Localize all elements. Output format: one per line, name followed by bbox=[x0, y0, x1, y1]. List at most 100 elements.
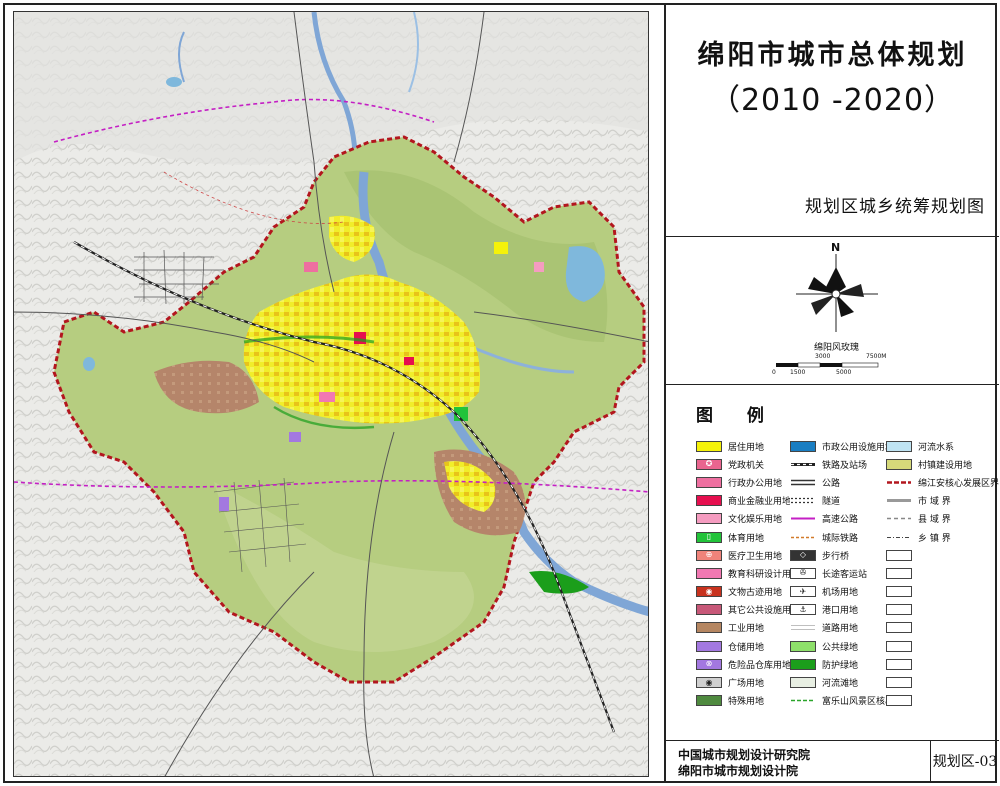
legend-item: 工业用地 bbox=[696, 619, 800, 637]
legend-item: 城际铁路 bbox=[790, 528, 912, 546]
legend-label: 港口用地 bbox=[822, 606, 859, 617]
planning-map[interactable] bbox=[13, 11, 649, 777]
legend-item: 乡 镇 界 bbox=[886, 528, 999, 546]
legend-label: 道路用地 bbox=[822, 624, 859, 635]
legend-item: 行政办公用地 bbox=[696, 473, 800, 491]
legend-item: 绵江安核心发展区界 bbox=[886, 473, 999, 491]
legend-label: 教育科研设计用地 bbox=[728, 569, 801, 580]
wind-rose-block: N 绵阳风玫瑰 0 1500 3000 5000 750 bbox=[666, 237, 999, 385]
legend-item: 仓储用地 bbox=[696, 637, 800, 655]
legend-label: 文化娱乐用地 bbox=[728, 515, 783, 526]
map-sheet: 绵阳市城市总体规划 （2010 -2020） 规划区城乡统筹规划图 N 绵阳风玫… bbox=[3, 3, 999, 783]
legend-item: 特殊用地 bbox=[696, 692, 800, 710]
legend-label: 工业用地 bbox=[728, 624, 765, 635]
legend-item: ⚓ 港口用地 bbox=[790, 601, 912, 619]
road-land-icon bbox=[790, 622, 816, 634]
info-panel: 绵阳市城市总体规划 （2010 -2020） 规划区城乡统筹规划图 N 绵阳风玫… bbox=[664, 5, 999, 781]
legend-item: 公共绿地 bbox=[790, 637, 912, 655]
empty-swatch bbox=[886, 586, 912, 598]
color-swatch bbox=[790, 677, 816, 689]
legend-column-2: 市政公用设施用地 铁路及站场 公路 隧道 高速公路 城际铁路 ◇ 步行桥 ✇ 长途客运站 ✈ 机场用地… bbox=[790, 437, 912, 710]
plan-title: 绵阳市城市总体规划 bbox=[697, 40, 968, 71]
legend-empty-slot bbox=[886, 655, 999, 673]
north-label: N bbox=[831, 241, 841, 254]
wind-rose-icon bbox=[796, 254, 878, 332]
legend-label: 城际铁路 bbox=[822, 533, 859, 544]
legend-label: 步行桥 bbox=[822, 551, 850, 562]
legend-label: 绵江安核心发展区界 bbox=[918, 478, 1000, 489]
legend-empty-slot bbox=[886, 564, 999, 582]
tunnel-icon bbox=[790, 495, 816, 507]
sheet-number: 规划区-03 bbox=[930, 741, 999, 781]
railway-icon bbox=[790, 458, 816, 470]
port-icon: ⚓ bbox=[790, 604, 816, 616]
legend-empty-slot bbox=[886, 583, 999, 601]
empty-swatch bbox=[886, 567, 912, 579]
legend-label: 商业金融业用地 bbox=[728, 497, 792, 508]
expressway-icon bbox=[790, 513, 816, 525]
legend-item: ◉ 广场用地 bbox=[696, 673, 800, 691]
legend-column-1: 居住用地 ✪ 党政机关 行政办公用地 商业金融业用地 文化娱乐用地 ▯ 体育用地 ⊕ 医疗卫生用地… bbox=[696, 437, 800, 710]
legend-item: ⊕ 医疗卫生用地 bbox=[696, 546, 800, 564]
southwest-grid bbox=[213, 477, 307, 573]
star-circle-icon: ✪ bbox=[696, 458, 722, 470]
legend-label: 文物古迹用地 bbox=[728, 588, 783, 599]
township-boundary-icon bbox=[886, 531, 912, 543]
legend-label: 乡 镇 界 bbox=[918, 533, 951, 544]
legend-label: 河流滩地 bbox=[822, 679, 859, 690]
core-boundary-icon bbox=[886, 476, 912, 488]
organization-1: 中国城市规划设计研究院 bbox=[678, 748, 811, 762]
wind-rose-label: 绵阳风玫瑰 bbox=[814, 343, 860, 353]
color-swatch bbox=[696, 476, 722, 488]
legend-item: 教育科研设计用地 bbox=[696, 564, 800, 582]
organization-2: 绵阳市城市规划设计院 bbox=[678, 764, 799, 778]
legend-item: ✪ 党政机关 bbox=[696, 455, 800, 473]
empty-swatch bbox=[886, 640, 912, 652]
scenic-boundary-icon bbox=[790, 695, 816, 707]
heritage-icon: ◉ bbox=[696, 586, 722, 598]
legend-item: 其它公共设施用地 bbox=[696, 601, 800, 619]
title-block: 绵阳市城市总体规划 （2010 -2020） 规划区城乡统筹规划图 bbox=[666, 5, 999, 237]
empty-swatch bbox=[886, 695, 912, 707]
legend-label: 高速公路 bbox=[822, 515, 859, 526]
color-swatch bbox=[696, 604, 722, 616]
city-boundary-icon bbox=[886, 495, 912, 507]
legend-label: 公路 bbox=[822, 478, 841, 489]
color-swatch bbox=[696, 440, 722, 452]
legend-item: ✈ 机场用地 bbox=[790, 583, 912, 601]
scale-bar bbox=[776, 362, 879, 368]
legend-item: 市 域 界 bbox=[886, 492, 999, 510]
color-swatch bbox=[886, 440, 912, 452]
legend-label: 广场用地 bbox=[728, 679, 765, 690]
legend-label: 其它公共设施用地 bbox=[728, 606, 801, 617]
scale-label-5000: 5000 bbox=[836, 369, 852, 376]
airport-icon: ✈ bbox=[790, 586, 816, 598]
stadium-icon: ▯ bbox=[696, 531, 722, 543]
legend-empty-slot bbox=[886, 692, 999, 710]
legend-title: 图 例 bbox=[696, 406, 778, 426]
legend-label: 隧道 bbox=[822, 497, 841, 508]
legend-label: 行政办公用地 bbox=[728, 478, 783, 489]
empty-swatch bbox=[886, 677, 912, 689]
footbridge-icon: ◇ bbox=[790, 549, 816, 561]
legend-item: 文化娱乐用地 bbox=[696, 510, 800, 528]
legend-label: 居住用地 bbox=[728, 442, 765, 453]
legend-empty-slot bbox=[886, 673, 999, 691]
legend-label: 市 域 界 bbox=[918, 497, 951, 508]
legend-item: ✇ 长途客运站 bbox=[790, 564, 912, 582]
legend-item: 居住用地 bbox=[696, 437, 800, 455]
color-swatch bbox=[696, 567, 722, 579]
color-swatch bbox=[790, 440, 816, 452]
legend-item: ⊗ 危险品仓库用地 bbox=[696, 655, 800, 673]
legend-label: 市政公用设施用地 bbox=[822, 442, 895, 453]
legend-item: 商业金融业用地 bbox=[696, 492, 800, 510]
legend-label: 长途客运站 bbox=[822, 569, 868, 580]
legend-item: ◉ 文物古迹用地 bbox=[696, 583, 800, 601]
color-swatch bbox=[696, 622, 722, 634]
map-subtitle: 规划区城乡统筹规划图 bbox=[805, 197, 985, 217]
legend-label: 党政机关 bbox=[728, 460, 765, 471]
legend-empty-slot bbox=[886, 601, 999, 619]
dot-circle-icon: ◉ bbox=[696, 677, 722, 689]
expressway-north bbox=[53, 98, 435, 143]
x-circle-icon: ⊗ bbox=[696, 658, 722, 670]
